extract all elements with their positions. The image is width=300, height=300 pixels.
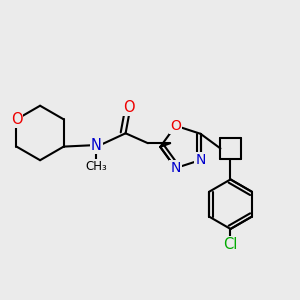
Text: O: O xyxy=(124,100,135,115)
Text: Cl: Cl xyxy=(223,237,238,252)
Text: O: O xyxy=(170,119,181,133)
Text: N: N xyxy=(170,161,181,175)
Text: O: O xyxy=(11,112,22,127)
Text: CH₃: CH₃ xyxy=(85,160,107,172)
Text: N: N xyxy=(195,153,206,167)
Text: N: N xyxy=(91,137,102,152)
